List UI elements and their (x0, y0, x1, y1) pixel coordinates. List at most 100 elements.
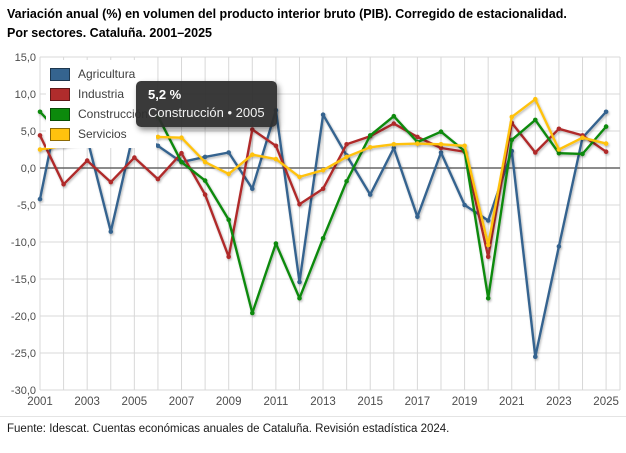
x-tick-label: 2003 (74, 396, 100, 408)
data-point (202, 178, 208, 183)
data-point (320, 186, 326, 191)
data-point (533, 117, 538, 123)
x-tick-label: 2023 (546, 396, 572, 408)
data-point (250, 310, 255, 316)
x-tick-label: 2007 (169, 396, 195, 408)
data-point (415, 214, 420, 220)
data-point (344, 179, 349, 184)
legend-label: Industria (78, 87, 125, 101)
data-point (250, 127, 255, 132)
y-tick-label: -10,0 (11, 237, 36, 249)
data-point (509, 114, 515, 120)
source-footer: Fuente: Idescat. Cuentas económicas anua… (7, 423, 450, 435)
data-point (273, 241, 279, 246)
data-point (485, 218, 491, 223)
data-point (297, 174, 302, 180)
data-point (485, 254, 491, 260)
data-point (37, 133, 43, 138)
tooltip: 5,2 % Construcción • 2005 (136, 81, 277, 127)
data-point (367, 145, 373, 150)
data-point (603, 109, 609, 115)
data-point (438, 145, 444, 151)
y-tick-label: 0,0 (21, 163, 36, 175)
data-point (297, 279, 302, 285)
data-point (226, 150, 231, 155)
data-point (556, 147, 562, 152)
data-point (462, 202, 467, 208)
data-point (415, 141, 420, 146)
data-point (391, 113, 397, 119)
y-tick-label: -15,0 (11, 274, 36, 286)
plot-area[interactable]: 15,0 10,0 5,0 0,0 -5,0 -10,0 -15,0 -20,0 -25,0 -3… (0, 0, 626, 415)
x-tick-label: 2011 (264, 396, 289, 408)
data-point (179, 150, 184, 156)
data-point (603, 141, 609, 146)
data-point (391, 121, 397, 126)
data-point (84, 158, 90, 163)
x-tick-label: 2019 (452, 396, 478, 408)
data-point (155, 176, 161, 182)
data-point (344, 142, 349, 147)
data-point (533, 96, 538, 102)
data-point (179, 135, 184, 140)
y-tick-label: 15,0 (15, 52, 36, 64)
data-point (580, 151, 585, 157)
data-point (37, 109, 43, 115)
x-tick-label: 2009 (216, 396, 242, 408)
data-point (179, 159, 184, 165)
data-point (226, 217, 231, 223)
legend-item-servicios[interactable]: Servicios (50, 124, 148, 144)
data-point (367, 133, 373, 138)
data-point (250, 152, 255, 157)
line-chart-svg[interactable]: 15,0 10,0 5,0 0,0 -5,0 -10,0 -15,0 -20,0 -25,0 -3… (0, 0, 626, 415)
y-tick-label: -30,0 (11, 385, 36, 397)
tooltip-value: 5,2 % (148, 87, 182, 102)
data-point (533, 150, 538, 155)
legend-label: Agricultura (78, 67, 136, 81)
data-point (202, 159, 208, 165)
legend-item-construccin[interactable]: Construcción (50, 104, 148, 124)
data-point (108, 229, 114, 234)
x-tick-label: 2021 (499, 396, 525, 408)
x-tick-label: 2017 (405, 396, 431, 408)
chart-title-line1: Variación anual (%) en volumen del produ… (7, 7, 567, 21)
data-point (485, 242, 491, 248)
y-tick-label: 10,0 (15, 89, 36, 101)
x-tick-label: 2025 (593, 396, 619, 408)
data-point (155, 143, 161, 149)
data-point (556, 244, 562, 249)
y-tick-label: -5,0 (17, 200, 36, 212)
data-point (155, 134, 161, 140)
legend-item-agricultura[interactable]: Agricultura (50, 64, 148, 84)
data-point (344, 154, 349, 160)
data-point (297, 295, 302, 301)
chart-title: Variación anual (%) en volumen del produ… (7, 5, 619, 43)
x-tick-label: 2015 (357, 396, 383, 408)
data-point (556, 126, 562, 132)
data-point (580, 135, 585, 140)
data-point (391, 145, 397, 151)
legend-swatch-icon (50, 107, 70, 121)
legend-swatch-icon (50, 87, 70, 101)
footer-separator (0, 416, 626, 417)
data-point (320, 167, 326, 173)
data-point (320, 112, 326, 117)
y-tick-label: 5,0 (21, 126, 36, 138)
data-point (273, 156, 279, 162)
data-point (367, 192, 373, 197)
data-point (509, 137, 515, 143)
legend-item-industria[interactable]: Industria (50, 84, 148, 104)
chart-title-line2: Por sectores. Cataluña. 2001–2025 (7, 25, 212, 40)
data-point (108, 179, 114, 185)
legend-swatch-icon (50, 127, 70, 141)
x-tick-label: 2001 (27, 396, 53, 408)
data-point (462, 143, 467, 149)
x-tick-label: 2005 (122, 396, 148, 408)
legend-swatch-icon (50, 67, 70, 81)
data-point (202, 154, 208, 160)
data-point (226, 171, 231, 177)
data-point (391, 142, 397, 147)
data-point (202, 192, 208, 197)
data-point (37, 196, 43, 202)
